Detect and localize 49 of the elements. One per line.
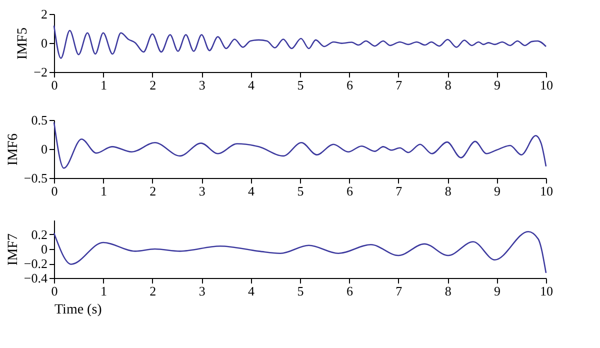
y-tick-label: 0 [41,36,48,50]
y-tick-label: −0.4 [24,270,48,286]
y-axis-title: IMF6 [6,134,21,166]
x-tick-label: 6 [346,78,354,92]
x-tick-label: 4 [248,78,256,92]
y-tick-label: −2 [34,64,48,80]
x-tick-label: 7 [396,78,403,92]
x-tick-label: 5 [297,184,304,198]
x-tick-label: 5 [297,78,304,92]
x-tick-label: 8 [444,184,452,198]
x-tick-label: 6 [346,184,354,198]
y-tick-label: 0.2 [31,227,48,242]
x-tick-label: 3 [198,184,206,198]
x-tick-label: 9 [494,184,501,198]
y-tick-label: 0.5 [31,112,48,128]
line-series [53,230,547,274]
y-axis-title: IMF5 [16,28,31,60]
x-tick-label: 0 [51,78,58,92]
x-tick-label: 4 [248,184,256,198]
x-tick-label: 3 [198,284,206,298]
x-tick-label: 9 [494,284,501,298]
y-tick-label: 0 [41,242,48,256]
x-tick-label: 10 [540,284,553,298]
line-series [53,24,547,59]
x-tick-label: 10 [540,184,553,198]
x-tick-label: 1 [100,78,107,92]
x-tick-label: 1 [100,284,107,298]
x-tick-label: 3 [198,78,206,92]
y-tick-label: −0.5 [24,170,48,186]
x-tick-label: 4 [248,284,256,298]
line-series [53,122,547,169]
y-tick-label: 0 [41,142,48,156]
x-tick-label: 1 [100,184,107,198]
x-tick-label: 6 [346,284,354,298]
x-tick-label: 10 [540,78,553,92]
x-tick-label: 0 [51,284,58,298]
x-tick-label: 8 [444,284,452,298]
x-tick-label: 7 [396,284,403,298]
y-axis-title: IMF7 [6,234,21,266]
x-tick-label: 8 [444,78,452,92]
x-tick-label: 9 [494,78,501,92]
x-tick-label: 7 [396,184,403,198]
x-tick-label: 2 [150,78,156,92]
x-tick-label: 5 [297,284,304,298]
y-tick-label: 2 [41,6,48,22]
y-tick-label: −0.2 [24,256,48,271]
x-tick-label: 0 [51,184,58,198]
x-tick-label: 2 [150,184,156,198]
x-tick-label: 2 [150,284,156,298]
